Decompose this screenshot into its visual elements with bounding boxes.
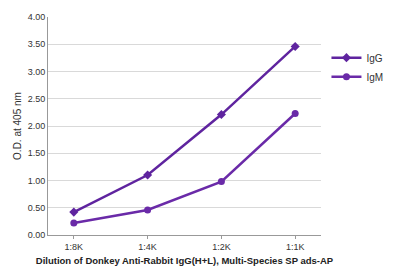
svg-text:2.00: 2.00 <box>28 121 46 131</box>
svg-text:O.D. at 405 nm: O.D. at 405 nm <box>12 92 23 160</box>
svg-text:1:8K: 1:8K <box>65 242 84 252</box>
svg-text:3.00: 3.00 <box>28 67 46 77</box>
svg-text:IgM: IgM <box>366 72 383 83</box>
svg-text:1:1K: 1:1K <box>286 242 305 252</box>
svg-text:IgG: IgG <box>366 53 382 64</box>
svg-text:0.50: 0.50 <box>28 203 46 213</box>
svg-text:1:2K: 1:2K <box>212 242 231 252</box>
svg-text:2.50: 2.50 <box>28 94 46 104</box>
svg-text:1.00: 1.00 <box>28 176 46 186</box>
svg-text:0.00: 0.00 <box>28 230 46 240</box>
svg-text:4.00: 4.00 <box>28 12 46 22</box>
svg-text:1.50: 1.50 <box>28 148 46 158</box>
svg-text:1:4K: 1:4K <box>138 242 157 252</box>
svg-text:Dilution of Donkey Anti-Rabbit: Dilution of Donkey Anti-Rabbit IgG(H+L),… <box>36 255 334 266</box>
svg-text:3.50: 3.50 <box>28 39 46 49</box>
